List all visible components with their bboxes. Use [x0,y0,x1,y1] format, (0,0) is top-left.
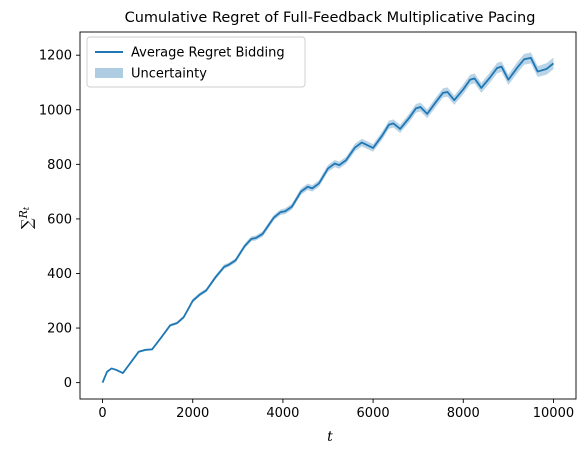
legend-label: Average Regret Bidding [131,46,285,61]
y-axis-label: ∑Rt [17,206,36,229]
axes: 0 2000 4000 6000 8000 10000 0 200 400 600 800 1000 1… [39,31,577,421]
y-axis-label-sum: ∑ [18,218,36,229]
series-0-line [101,57,555,383]
y-axis-label-r: R [17,210,30,219]
plot-area [101,52,555,383]
svg-text:∑Rt: ∑Rt [17,206,36,229]
x-tick-label: 6000 [357,406,390,421]
y-tick-label: 200 [47,322,72,337]
legend: Average Regret Bidding Uncertainty [86,36,306,88]
x-tick-label: 2000 [176,406,209,421]
x-tick-label: 8000 [447,406,480,421]
y-tick-label: 1000 [39,103,72,118]
y-tick-label: 800 [47,158,72,173]
chart-title: Cumulative Regret of Full-Feedback Multi… [125,10,536,26]
y-axis-label-t: t [22,206,31,210]
y-tick-label: 600 [47,212,72,227]
x-tick-label: 10000 [533,406,574,421]
x-tick-label: 4000 [266,406,299,421]
y-tick-label: 0 [64,376,72,391]
legend-band-swatch [95,68,123,78]
plot-frame [79,31,577,400]
y-tick-label: 400 [47,267,72,282]
x-axis-label: t [327,429,333,445]
y-tick-label: 1200 [39,49,72,64]
series-0-uncertainty-band [102,52,554,383]
x-tick-label: 0 [98,406,106,421]
legend-box [86,36,306,88]
legend-label: Uncertainty [131,67,207,82]
